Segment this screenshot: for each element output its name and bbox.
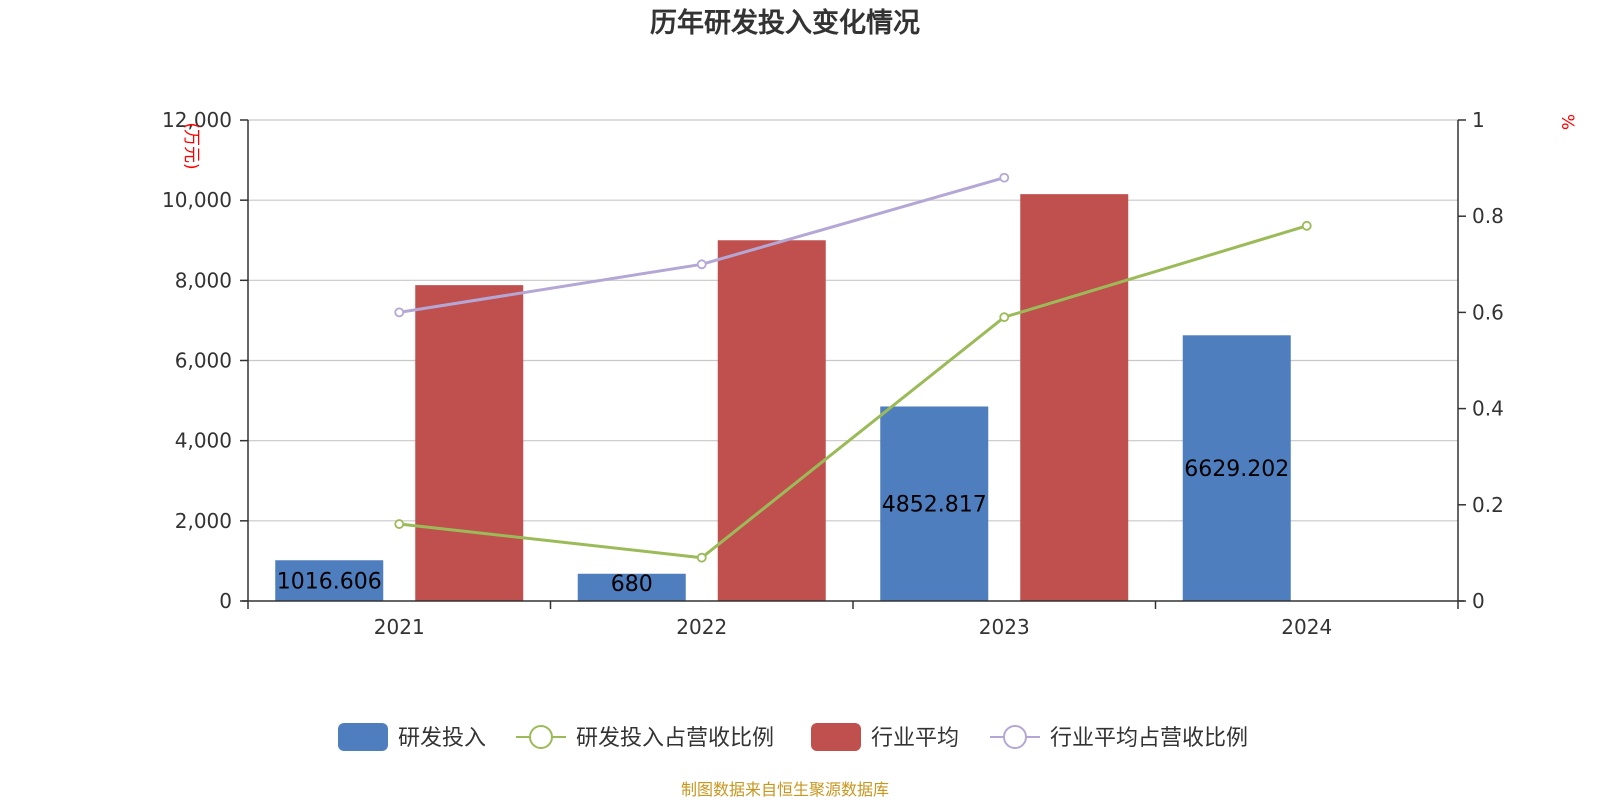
- y-left-tick-label: 12,000: [162, 108, 232, 132]
- y-right-tick-label: 0.8: [1472, 204, 1504, 228]
- y-right-tick-label: 0.6: [1472, 300, 1504, 324]
- axes: 0 2,000 4,000 6,000 8,000 10,000 12,000 0 0.2 0.4…: [162, 108, 1577, 639]
- y-left-tick-label: 4,000: [175, 429, 232, 453]
- point-industry-ratio: [696, 259, 707, 270]
- legend-label: 行业平均占营收比例: [1050, 726, 1248, 751]
- legend-marker: [1003, 725, 1027, 749]
- source-note: 制图数据来自恒生聚源数据库: [681, 780, 889, 799]
- point-industry-ratio: [394, 307, 405, 318]
- point-rd-ratio: [394, 519, 405, 529]
- point-rd-ratio: [696, 552, 707, 563]
- bar-rd-investment-2021: [275, 560, 384, 601]
- point-industry-ratio: [999, 172, 1010, 183]
- y-right-tick-label: 0.2: [1472, 493, 1504, 517]
- y-right-tick-label: 1: [1472, 108, 1485, 132]
- y-left-unit: (万元): [181, 122, 201, 169]
- legend-label: 研发投入: [398, 726, 486, 751]
- bars: [275, 194, 1291, 601]
- y-right-unit: %: [1557, 114, 1577, 130]
- x-tick-label: 2022: [676, 615, 727, 639]
- legend: 研发投入 研发投入占营收比例 行业平均 行业平均占营收比例: [338, 723, 1248, 751]
- y-right-tick-label: 0.4: [1472, 397, 1504, 421]
- bar-rd-investment-2023: [880, 406, 989, 601]
- y-left-tick-label: 0: [219, 589, 232, 613]
- point-rd-ratio: [999, 312, 1010, 323]
- legend-marker: [529, 725, 553, 749]
- point-rd-ratio: [1301, 220, 1312, 231]
- y-left-tick-label: 2,000: [175, 509, 232, 533]
- bar-industry-average-2021: [415, 285, 524, 601]
- data-label: 6629.202: [1184, 457, 1289, 482]
- legend-label: 研发投入占营收比例: [576, 726, 774, 751]
- bar-industry-average-2023: [1020, 194, 1129, 601]
- legend-swatch: [811, 723, 861, 751]
- data-labels: 1016.606 680 4852.817 6629.202: [277, 457, 1289, 597]
- legend-label: 行业平均: [871, 726, 959, 751]
- x-tick-label: 2023: [979, 615, 1030, 639]
- x-tick-label: 2021: [374, 615, 425, 639]
- data-label: 1016.606: [277, 570, 382, 595]
- chart-title: 历年研发投入变化情况: [650, 7, 920, 39]
- bar-rd-investment-2022: [577, 573, 686, 601]
- y-left-tick-label: 10,000: [162, 188, 232, 212]
- data-label: 680: [611, 572, 653, 597]
- bar-rd-investment-2024: [1182, 335, 1291, 601]
- x-tick-label: 2024: [1281, 615, 1332, 639]
- lines: [394, 172, 1312, 563]
- line-rd-ratio: [399, 224, 1308, 560]
- y-left-tick-label: 8,000: [175, 268, 232, 292]
- legend-swatch: [338, 723, 388, 751]
- data-label: 4852.817: [882, 493, 987, 518]
- y-left-tick-label: 6,000: [175, 349, 232, 373]
- y-right-tick-label: 0: [1472, 589, 1485, 613]
- bar-industry-average-2022: [717, 240, 826, 601]
